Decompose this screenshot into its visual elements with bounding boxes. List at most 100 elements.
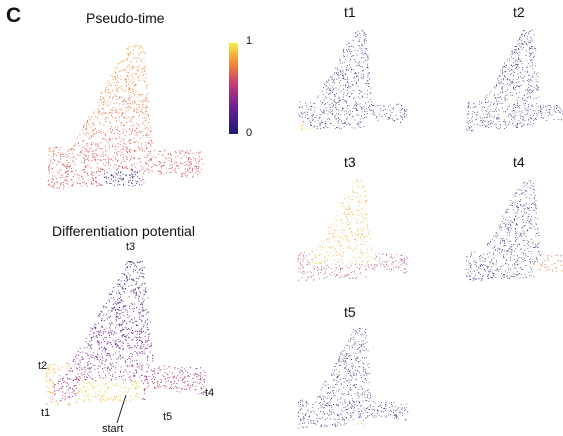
- cell-dot: [138, 149, 141, 151]
- cell-dot: [466, 121, 468, 123]
- cell-dot: [366, 257, 368, 259]
- cell-dot: [534, 113, 535, 114]
- cell-dot: [117, 146, 119, 148]
- cell-dot: [350, 247, 352, 249]
- cell-dot: [114, 306, 116, 308]
- cell-dot: [196, 151, 198, 153]
- cell-dot: [326, 91, 328, 93]
- cell-dot: [383, 110, 385, 111]
- cell-dot: [514, 263, 516, 265]
- cell-dot: [355, 221, 357, 223]
- cell-dot: [139, 340, 141, 342]
- cell-dot: [122, 99, 124, 101]
- cell-dot: [115, 319, 117, 321]
- cell-dot: [112, 339, 114, 341]
- cell-dot: [198, 375, 200, 377]
- cell-dot: [539, 107, 541, 109]
- cell-dot: [313, 126, 315, 128]
- cell-dot: [115, 395, 117, 397]
- cell-dot: [149, 333, 151, 335]
- cell-dot: [386, 255, 388, 257]
- cell-dot: [337, 273, 339, 275]
- cell-dot: [341, 256, 343, 258]
- cell-dot: [341, 75, 343, 77]
- cell-dot: [321, 102, 323, 104]
- cell-dot: [363, 227, 365, 228]
- cell-dot: [61, 397, 63, 400]
- cell-dot: [51, 168, 53, 170]
- cell-dot: [540, 104, 542, 106]
- cell-dot: [105, 121, 107, 123]
- cell-dot: [173, 378, 175, 380]
- cell-dot: [100, 362, 103, 364]
- cell-dot: [540, 265, 542, 267]
- cell-dot: [333, 273, 335, 275]
- cell-dot: [332, 81, 334, 83]
- cell-dot: [507, 250, 509, 252]
- cell-dot: [545, 109, 547, 111]
- cell-dot: [347, 193, 349, 194]
- cell-dot: [75, 387, 77, 390]
- cell-dot: [336, 72, 337, 74]
- cell-dot: [342, 229, 344, 231]
- cell-dot: [336, 72, 338, 74]
- cell-dot: [134, 130, 136, 132]
- cell-dot: [359, 64, 361, 66]
- cell-dot: [374, 266, 376, 268]
- cell-dot: [148, 151, 150, 153]
- cell-dot: [514, 204, 516, 206]
- cell-dot: [82, 351, 84, 353]
- cell-dot: [472, 279, 474, 281]
- cell-dot: [402, 259, 404, 261]
- cell-dot: [104, 367, 106, 369]
- cell-dot: [297, 258, 299, 260]
- cell-dot: [312, 129, 314, 131]
- cell-dot: [143, 398, 145, 400]
- cell-dot: [135, 283, 137, 285]
- cell-dot: [108, 310, 110, 312]
- cell-dot: [300, 125, 302, 127]
- cell-dot: [121, 87, 123, 90]
- cell-dot: [536, 258, 537, 260]
- cell-dot: [103, 331, 105, 333]
- cell-dot: [344, 275, 346, 277]
- cell-dot: [135, 269, 137, 271]
- cell-dot: [317, 270, 318, 272]
- cell-dot: [134, 303, 136, 305]
- cell-dot: [491, 262, 493, 264]
- cell-dot: [131, 130, 133, 132]
- cell-dot: [305, 102, 307, 104]
- cell-dot: [329, 93, 331, 95]
- cell-dot: [527, 124, 528, 126]
- cell-dot: [528, 271, 530, 273]
- cell-dot: [525, 207, 527, 209]
- cell-dot: [119, 296, 122, 298]
- cell-dot: [348, 45, 350, 47]
- cell-dot: [504, 222, 506, 224]
- cell-dot: [140, 292, 142, 294]
- cell-dot: [524, 273, 526, 275]
- cell-dot: [176, 376, 178, 378]
- cell-dot: [357, 229, 359, 231]
- cell-dot: [127, 285, 129, 287]
- cell-dot: [138, 397, 140, 399]
- cell-dot: [319, 123, 321, 125]
- cell-dot: [354, 72, 356, 73]
- cell-dot: [103, 100, 105, 102]
- cell-dot: [525, 182, 527, 184]
- cell-dot: [501, 73, 503, 75]
- cell-dot: [526, 93, 528, 94]
- cell-dot: [336, 225, 338, 227]
- cell-dot: [108, 141, 110, 143]
- cell-dot: [87, 164, 89, 166]
- cell-dot: [299, 101, 301, 103]
- cell-dot: [487, 265, 489, 267]
- cell-dot: [527, 247, 529, 249]
- cell-dot: [138, 351, 140, 353]
- cell-dot: [389, 268, 390, 270]
- cell-dot: [367, 89, 369, 91]
- cell-dot: [76, 377, 78, 379]
- cell-dot: [90, 167, 92, 169]
- cell-dot: [60, 153, 62, 155]
- cell-dot: [375, 265, 377, 267]
